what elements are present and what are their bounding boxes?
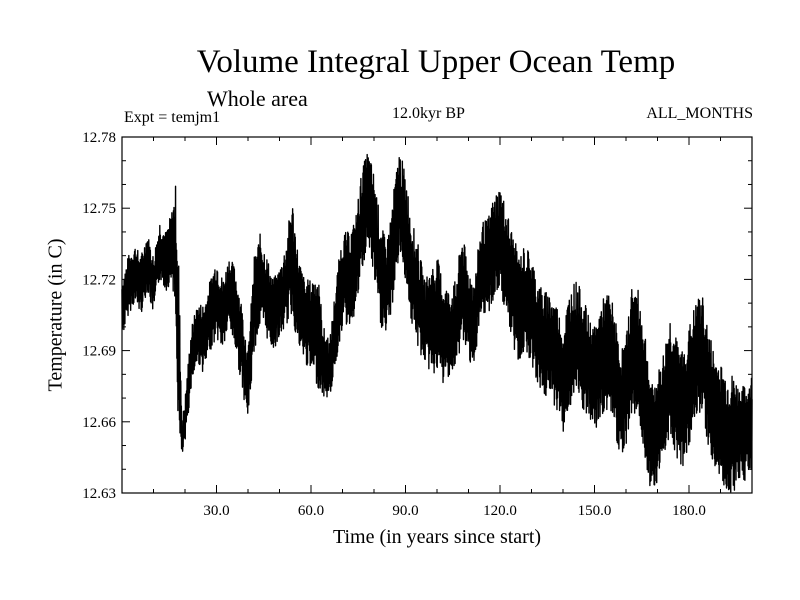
y-tick-label: 12.78	[82, 130, 116, 146]
series-line-temjm1	[121, 153, 753, 493]
tick-layer: 30.0 60.0 90.0 120.0 150.0 180.0 12.63 12.66 12.…	[82, 130, 752, 519]
y-tick-label: 12.75	[82, 201, 116, 217]
x-tick-label: 90.0	[392, 503, 418, 519]
experiment-label: Expt = temjm1	[124, 109, 221, 126]
y-tick-label: 12.69	[82, 344, 116, 360]
x-tick-label: 60.0	[298, 503, 324, 519]
y-tick-label: 12.66	[82, 415, 116, 431]
period-label: 12.0kyr BP	[392, 105, 465, 122]
x-tick-label: 120.0	[483, 503, 517, 519]
x-axis-label: Time (in years since start)	[332, 526, 542, 548]
x-tick-label: 180.0	[672, 503, 706, 519]
chart-subtitle: Whole area	[207, 86, 308, 111]
y-tick-label: 12.63	[82, 486, 116, 502]
chart-title: Volume Integral Upper Ocean Temp	[196, 44, 676, 80]
series-layer	[121, 153, 753, 493]
y-tick-label: 12.72	[82, 272, 116, 288]
months-label: ALL_MONTHS	[646, 105, 753, 122]
y-axis-label: Temperature (in C)	[44, 238, 67, 392]
x-tick-label: 150.0	[578, 503, 612, 519]
x-tick-label: 30.0	[203, 503, 229, 519]
plot-frame	[121, 136, 753, 494]
